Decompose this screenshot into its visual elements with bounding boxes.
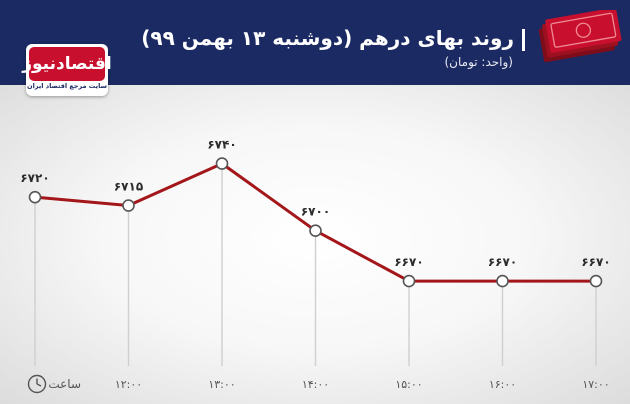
data-point-3	[309, 224, 322, 238]
data-label-1: ۶۷۱۵	[114, 180, 143, 194]
logo: اقتصادنیوز سایت مرجع اقتصاد ایران	[22, 44, 112, 96]
x-tick-label-3: ۱۴:۰۰	[302, 378, 329, 391]
data-label-5: ۶۶۷۰	[488, 255, 517, 269]
x-tick-labels: ۱۲:۰۰ ۱۳:۰۰ ۱۴:۰۰ ۱۵:۰۰ ۱۶:۰۰ ۱۷:۰۰	[115, 378, 610, 391]
title-block: روند بهای درهم (دوشنبه ۱۳ بهمن ۹۹) (واحد…	[141, 26, 525, 69]
data-point-4	[402, 274, 416, 288]
banknotes-icon	[538, 10, 622, 63]
x-tick-label-1: ۱۲:۰۰	[115, 378, 142, 391]
data-labels: ۶۷۲۰ ۶۷۱۵ ۶۷۴۰ ۶۷۰۰ ۶۶۷۰ ۶۶۷۰ ۶۶۷۰	[20, 138, 610, 270]
data-label-4: ۶۶۷۰	[394, 255, 423, 269]
clock-icon	[27, 374, 47, 394]
data-point-1	[122, 199, 135, 212]
logo-subtitle: سایت مرجع اقتصاد ایران	[27, 82, 107, 90]
unit-label: (واحد: تومان)	[444, 54, 513, 69]
x-tick-label-6: ۱۷:۰۰	[582, 378, 609, 391]
data-label-0: ۶۷۲۰	[20, 171, 49, 185]
chart-title-text: روند بهای درهم (دوشنبه ۱۳ بهمن ۹۹)	[141, 26, 514, 50]
data-label-3: ۶۷۰۰	[301, 205, 330, 219]
x-tick-label-5: ۱۶:۰۰	[489, 378, 516, 391]
data-label-6: ۶۶۷۰	[581, 255, 610, 269]
logo-text: اقتصادنیوز	[22, 47, 112, 81]
data-label-2: ۶۷۴۰	[207, 138, 236, 152]
x-axis-title: ساعت	[48, 377, 81, 391]
data-point-6	[589, 274, 603, 288]
x-tick-label-4: ۱۵:۰۰	[395, 378, 422, 391]
data-point-2	[215, 157, 229, 170]
data-point-5	[496, 274, 509, 288]
x-tick-label-2: ۱۳:۰۰	[208, 378, 235, 391]
title-divider	[522, 28, 525, 51]
chart-title: روند بهای درهم (دوشنبه ۱۳ بهمن ۹۹)	[141, 26, 525, 51]
data-point-0	[28, 190, 42, 204]
vertical-gridlines	[34, 163, 597, 366]
x-axis-title-group: ساعت	[27, 374, 81, 394]
data-points	[28, 157, 603, 288]
